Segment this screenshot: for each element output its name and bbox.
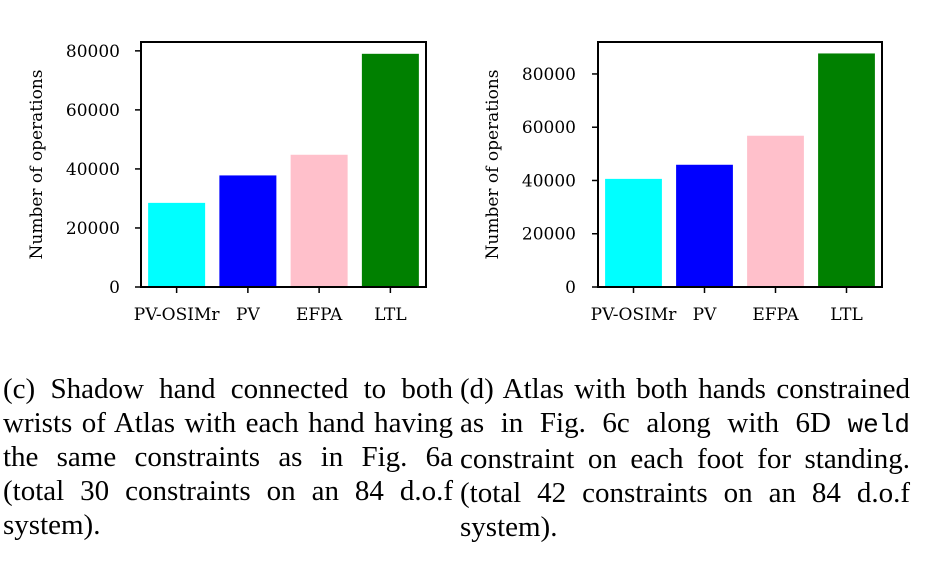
bar-pv <box>676 164 733 287</box>
y-tick-label: 0 <box>109 278 120 298</box>
caption-c: (c) Shadow hand connected to both wrists… <box>3 372 453 542</box>
bar-ltl <box>818 53 875 288</box>
x-tick-label: EFPA <box>752 305 799 325</box>
y-tick-label: 40000 <box>66 160 120 180</box>
caption-d-after: constraint on each foot for standing. (t… <box>460 443 910 543</box>
y-tick-label: 60000 <box>66 101 120 121</box>
y-tick-label: 60000 <box>522 118 576 138</box>
bar-pv <box>219 175 277 287</box>
x-tick-label: PV <box>236 305 260 325</box>
y-tick-label: 0 <box>565 278 576 298</box>
plot-frame <box>140 41 427 288</box>
caption-d-before: (d) Atlas with both hands constrained as… <box>460 373 910 439</box>
chart-d: 0 20000 40000 60000 80000 PV-OSIMr PV EFPA LTL Nu… <box>483 41 883 325</box>
caption-d: (d) Atlas with both hands constrained as… <box>460 372 910 544</box>
y-tick-label: 80000 <box>522 65 576 85</box>
y-axis-label: Number of operations <box>27 70 47 260</box>
x-tick-label: PV <box>693 305 717 325</box>
chart-c: 0 20000 40000 60000 80000 PV-OSIMr PV EFPA LTL Nu… <box>27 41 427 325</box>
y-tick-label: 40000 <box>522 171 576 191</box>
y-tick-label: 80000 <box>66 42 120 62</box>
plot-frame <box>597 41 883 288</box>
y-axis-label: Number of operations <box>483 70 503 260</box>
bar-pv-osimr <box>148 202 206 287</box>
x-tick-label: LTL <box>830 305 863 325</box>
x-tick-label: LTL <box>374 305 407 325</box>
caption-d-code: weld <box>847 410 910 440</box>
caption-c-text: (c) Shadow hand connected to both wrists… <box>3 373 453 541</box>
x-tick-label: PV-OSIMr <box>591 305 678 325</box>
bar-efpa <box>290 154 348 287</box>
bar-ltl <box>361 53 419 288</box>
bar-pv-osimr <box>605 178 662 287</box>
x-tick-label: EFPA <box>296 305 343 325</box>
y-tick-label: 20000 <box>522 225 576 245</box>
bar-efpa <box>747 135 804 287</box>
y-tick-label: 20000 <box>66 219 120 239</box>
x-tick-label: PV-OSIMr <box>134 305 221 325</box>
